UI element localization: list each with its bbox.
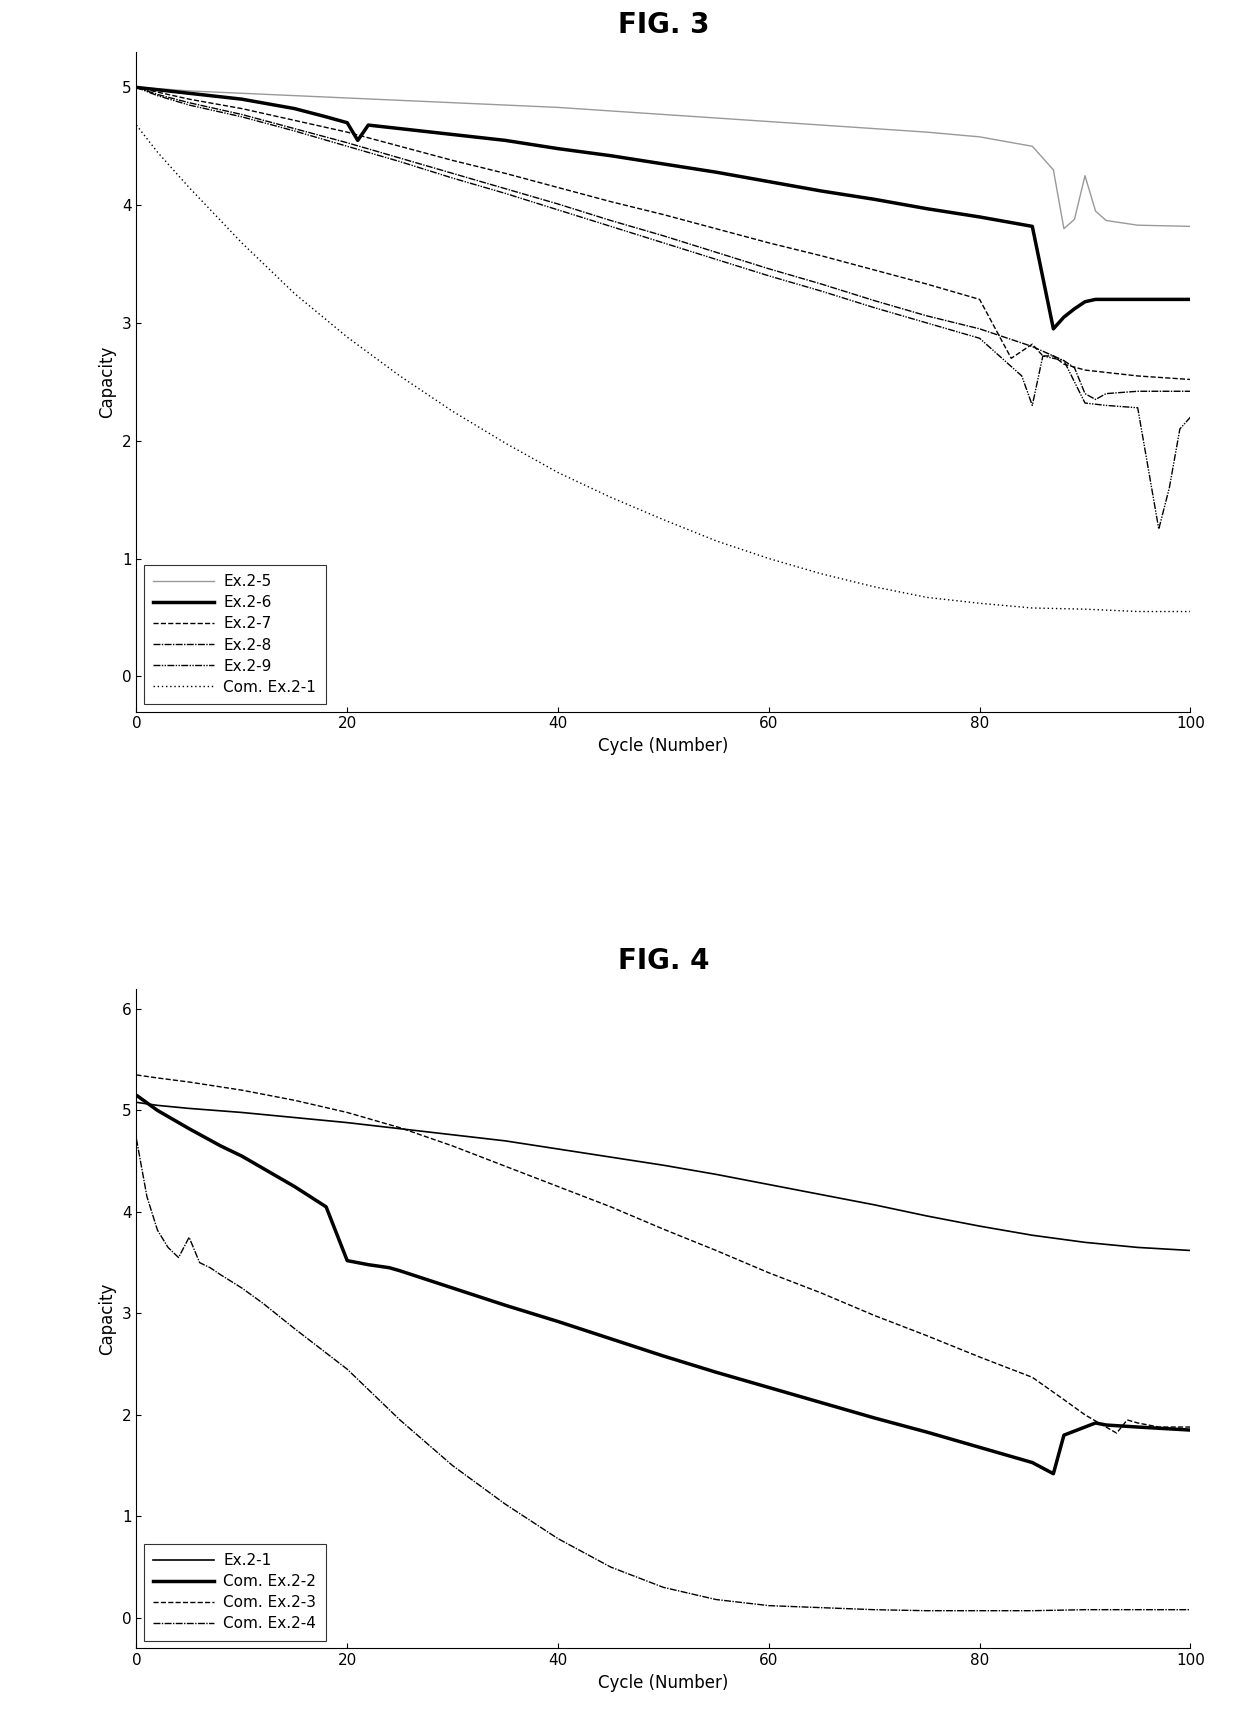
Title: FIG. 4: FIG. 4 — [618, 947, 709, 975]
X-axis label: Cycle (Number): Cycle (Number) — [598, 737, 729, 755]
Y-axis label: Capacity: Capacity — [98, 345, 117, 418]
Y-axis label: Capacity: Capacity — [98, 1282, 117, 1355]
Legend: Ex.2-1, Com. Ex.2-2, Com. Ex.2-3, Com. Ex.2-4: Ex.2-1, Com. Ex.2-2, Com. Ex.2-3, Com. E… — [144, 1544, 326, 1641]
Legend: Ex.2-5, Ex.2-6, Ex.2-7, Ex.2-8, Ex.2-9, Com. Ex.2-1: Ex.2-5, Ex.2-6, Ex.2-7, Ex.2-8, Ex.2-9, … — [144, 566, 326, 704]
X-axis label: Cycle (Number): Cycle (Number) — [598, 1674, 729, 1692]
Title: FIG. 3: FIG. 3 — [618, 10, 709, 38]
